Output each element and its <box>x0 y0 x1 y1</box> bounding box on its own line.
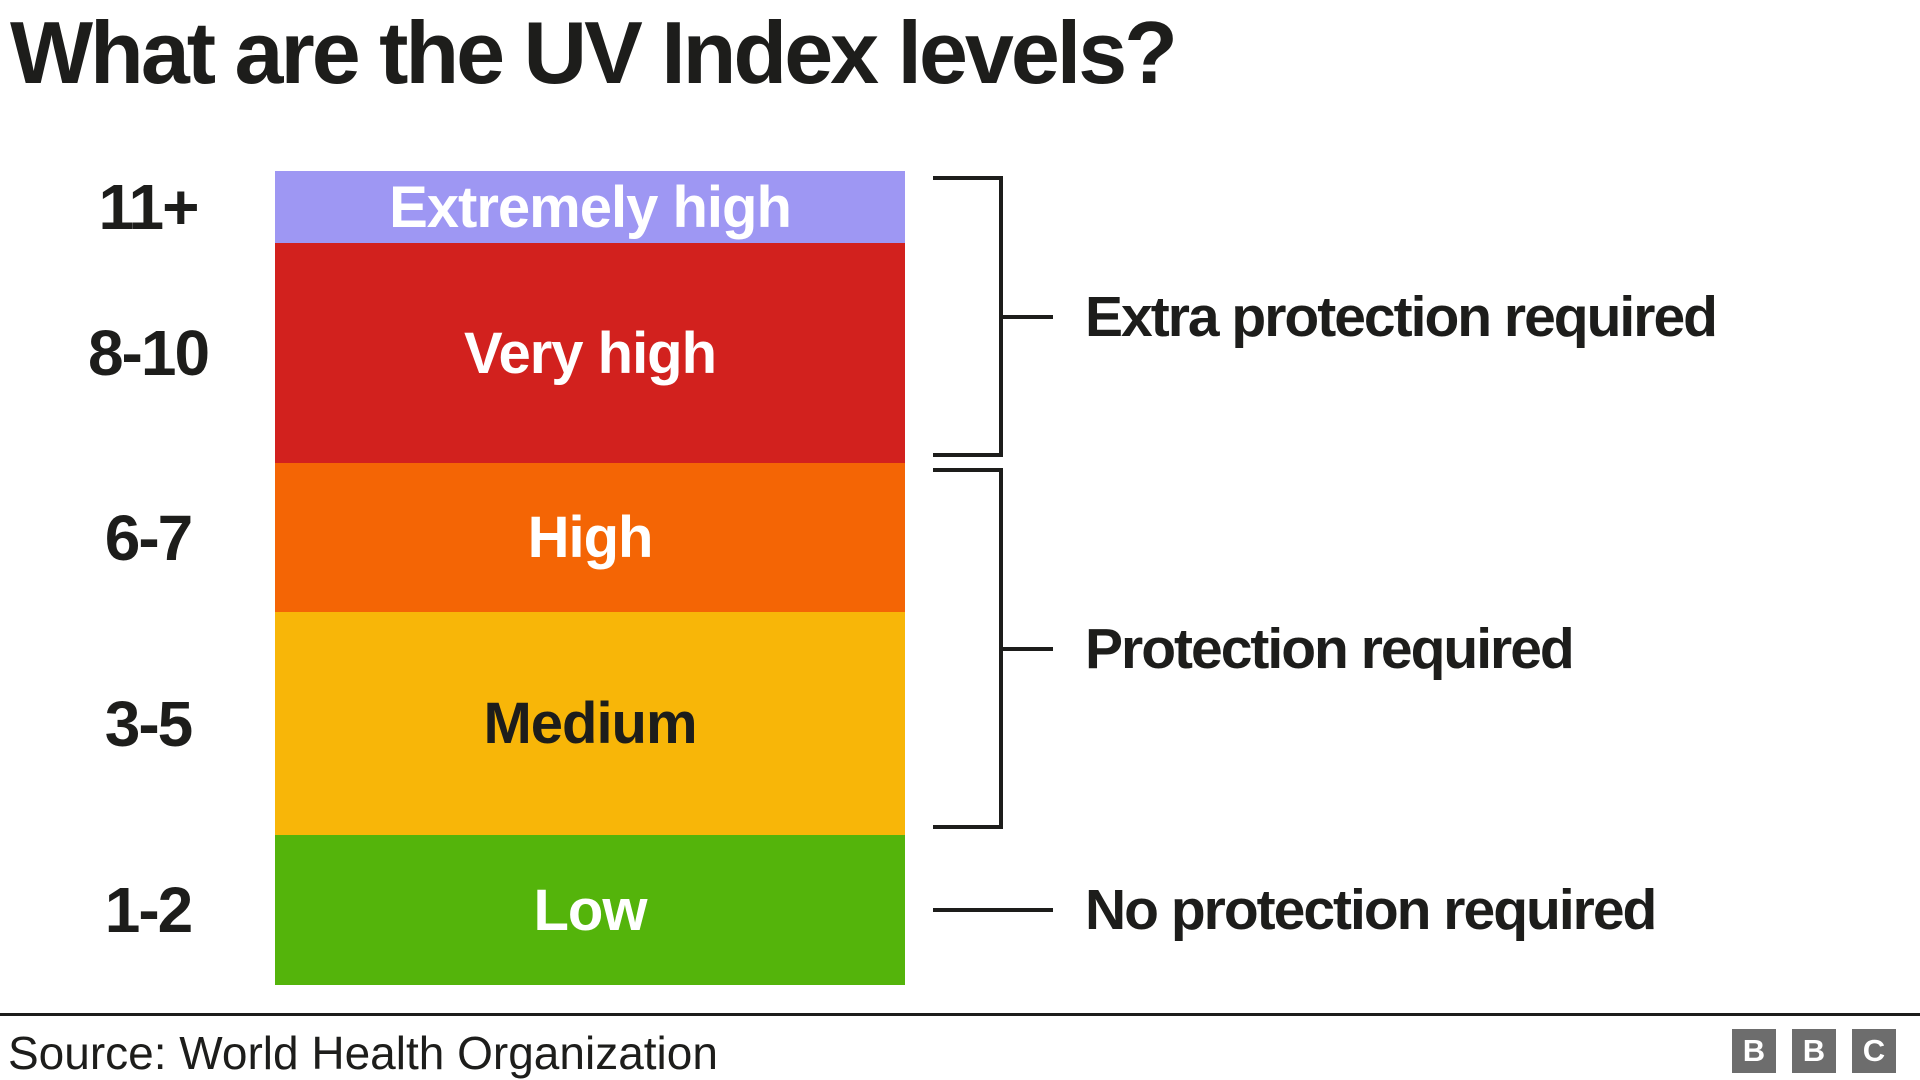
uv-band-extremely-high: Extremely high <box>275 171 905 243</box>
annotation-label-extra-protection-required: Extra protection required <box>1085 284 1718 349</box>
bracket-top-tick <box>933 176 1003 180</box>
uv-range-label-6-7: 6-7 <box>104 501 194 574</box>
bracket-vertical <box>999 176 1003 457</box>
uv-range-label-8-10: 8-10 <box>87 317 210 389</box>
uv-band-medium: Medium <box>275 612 905 835</box>
bracket-bottom-tick <box>933 453 1003 457</box>
source-attribution: Source: World Health Organization <box>8 1027 718 1079</box>
bbc-logo-block: C <box>1852 1029 1896 1073</box>
uv-band-label: High <box>527 505 654 570</box>
bracket-mid-tick <box>1003 646 1053 651</box>
bracket-mid-tick <box>1003 314 1053 319</box>
uv-band-label: Extremely high <box>389 174 792 240</box>
bracket-vertical <box>999 468 1003 829</box>
bbc-logo-block: B <box>1792 1029 1836 1073</box>
uv-band-low: Low <box>275 835 905 985</box>
uv-band-very-high: Very high <box>275 243 905 463</box>
footer-divider <box>0 1013 1920 1016</box>
uv-range-label-11-: 11+ <box>98 171 199 243</box>
uv-band-label: Medium <box>483 691 697 756</box>
uv-range-label-1-2: 1-2 <box>104 874 194 946</box>
uv-range-label-3-5: 3-5 <box>104 687 194 760</box>
uv-band-high: High <box>275 463 905 612</box>
annotation-connector-line <box>933 908 1053 912</box>
bracket-top-tick <box>933 468 1003 472</box>
page-title: What are the UV Index levels? <box>10 3 1178 102</box>
uv-band-label: Low <box>533 877 648 943</box>
annotation-label-no-protection-required: No protection required <box>1085 878 1657 942</box>
annotation-label-protection-required: Protection required <box>1085 616 1575 681</box>
uv-band-label: Very high <box>463 320 717 386</box>
bbc-logo-block: B <box>1732 1029 1776 1073</box>
bracket-bottom-tick <box>933 825 1003 829</box>
